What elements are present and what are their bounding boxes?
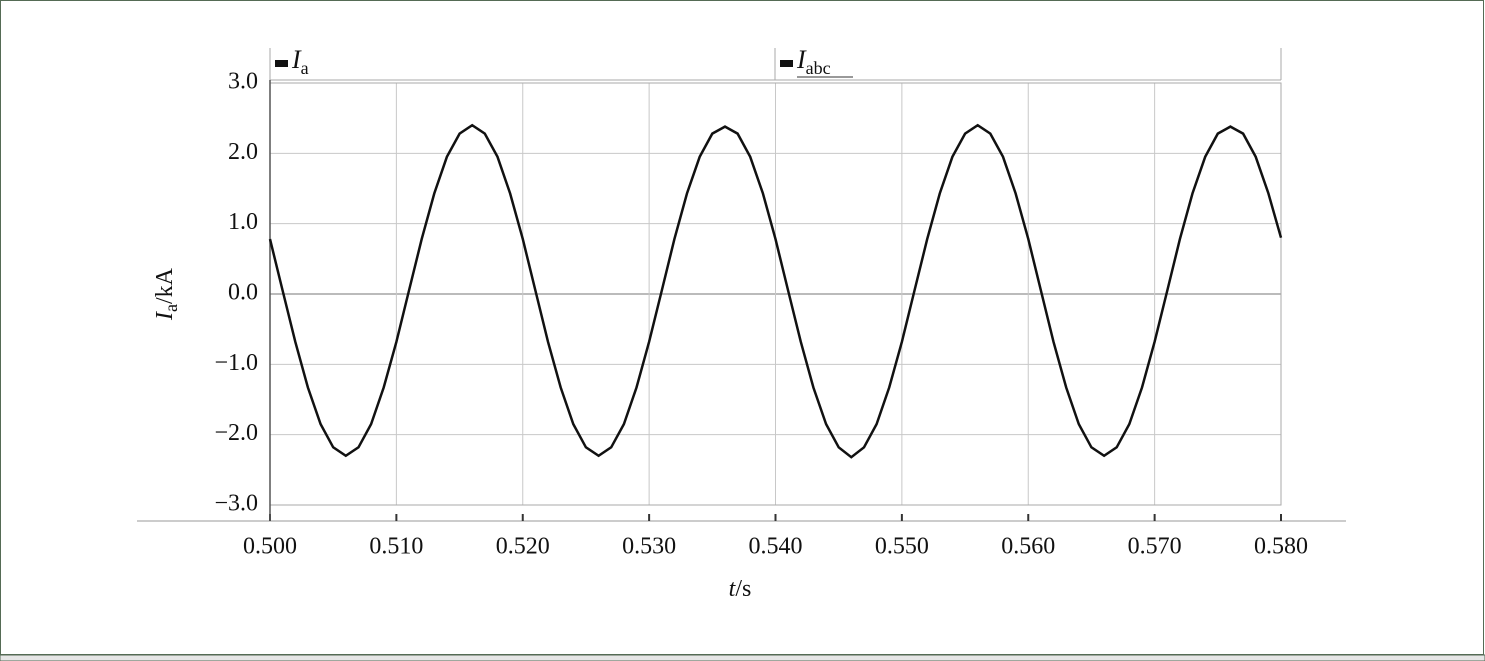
y-label-unit: /kA <box>152 267 178 304</box>
legend-swatch <box>275 60 288 67</box>
status-strip <box>0 654 1485 661</box>
x-tick-label: 0.510 <box>369 534 423 560</box>
legend-sub: abc <box>806 58 831 78</box>
y-tick-label: 1.0 <box>228 209 258 235</box>
legend-symbol: I <box>796 45 807 74</box>
x-label-symbol: t <box>729 576 737 602</box>
x-tick-label: 0.520 <box>496 534 550 560</box>
legend-sub: a <box>301 58 309 78</box>
y-tick-label: −3.0 <box>214 491 258 517</box>
x-tick-label: 0.540 <box>749 534 803 560</box>
legend-swatch <box>780 60 793 67</box>
series-line <box>268 123 1283 459</box>
x-tick-label: 0.550 <box>875 534 929 560</box>
legend-label: Iabc <box>796 45 831 78</box>
y-tick-label: −2.0 <box>214 420 258 446</box>
y-tick-label: −1.0 <box>214 350 258 376</box>
x-tick-label: 0.570 <box>1128 534 1182 560</box>
legend-label: Ia <box>291 45 309 78</box>
x-axis-label: t/s <box>729 576 752 602</box>
x-tick-label: 0.500 <box>243 534 297 560</box>
legend-symbol: I <box>291 45 302 74</box>
x-tick-label: 0.530 <box>622 534 676 560</box>
y-label-symbol: I <box>152 311 178 321</box>
x-label-unit: /s <box>735 576 751 602</box>
y-tick-label: 0.0 <box>228 280 258 306</box>
y-tick-label: 2.0 <box>228 139 258 165</box>
x-tick-label: 0.580 <box>1254 534 1308 560</box>
y-tick-label: 3.0 <box>228 69 258 95</box>
y-label-sub: a <box>161 304 181 312</box>
x-tick-label: 0.560 <box>1001 534 1055 560</box>
y-axis-label: Ia/kA <box>152 267 182 321</box>
